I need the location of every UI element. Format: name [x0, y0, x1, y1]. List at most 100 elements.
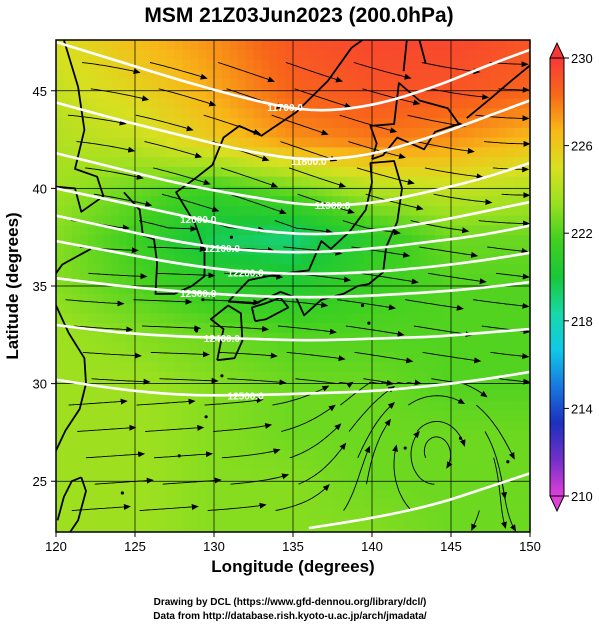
streamline — [356, 167, 415, 185]
heatmap-cell — [229, 371, 239, 383]
heatmap-cell — [514, 88, 523, 100]
heatmap-cell — [166, 186, 176, 197]
heatmap-cell — [451, 440, 460, 451]
heatmap-cell — [300, 49, 310, 61]
heatmap-cell — [150, 225, 160, 236]
heatmap-cell — [269, 166, 278, 178]
heatmap-cell — [387, 420, 397, 432]
heatmap-cell — [482, 489, 492, 500]
heatmap-cell — [119, 469, 128, 480]
heatmap-cell — [379, 371, 389, 383]
heatmap-cell — [63, 410, 73, 422]
heatmap-cell — [142, 274, 152, 285]
heatmap-cell — [458, 166, 468, 178]
heatmap-cell — [285, 205, 294, 217]
heatmap-cell — [174, 108, 183, 119]
heatmap-cell — [498, 274, 507, 285]
heatmap-cell — [427, 49, 436, 61]
heatmap-cell — [411, 157, 420, 168]
heatmap-cell — [340, 127, 349, 139]
heatmap-cell — [356, 469, 365, 480]
heatmap-cell — [150, 69, 160, 80]
heatmap-cell — [269, 59, 278, 70]
heatmap-cell — [411, 245, 420, 256]
heatmap-cell — [95, 508, 104, 519]
heatmap-cell — [443, 489, 452, 500]
heatmap-cell — [348, 352, 357, 363]
heatmap-cell — [324, 166, 334, 178]
heatmap-cell — [435, 440, 444, 451]
heatmap-cell — [364, 215, 373, 227]
heatmap-cell — [474, 420, 484, 432]
heatmap-cell — [340, 176, 349, 188]
heatmap-cell — [332, 498, 341, 510]
heatmap-cell — [158, 293, 168, 305]
heatmap-cell — [348, 440, 357, 451]
heatmap-cell — [458, 323, 468, 334]
heatmap-cell — [458, 127, 468, 139]
heatmap-cell — [379, 40, 389, 51]
heatmap-cell — [190, 254, 199, 266]
heatmap-cell — [285, 498, 294, 510]
heatmap-cell — [285, 254, 294, 266]
heatmap-cell — [522, 391, 530, 402]
heatmap-cell — [190, 108, 199, 119]
heatmap-cell — [277, 469, 286, 480]
heatmap-cell — [411, 59, 420, 70]
heatmap-cell — [419, 450, 428, 461]
heatmap-cell — [135, 225, 144, 236]
heatmap-cell — [379, 205, 389, 217]
heatmap-cell — [261, 323, 270, 334]
heatmap-cell — [237, 479, 247, 490]
heatmap-cell — [103, 40, 112, 51]
heatmap-cell — [269, 489, 278, 500]
heatmap-cell — [174, 215, 183, 227]
heatmap-cell — [451, 157, 460, 168]
heatmap-cell — [221, 323, 231, 334]
heatmap-cell — [419, 430, 428, 441]
heatmap-cell — [490, 410, 499, 422]
heatmap-cell — [277, 108, 286, 119]
heatmap-cell — [158, 49, 168, 61]
heatmap-cell — [364, 508, 373, 519]
heatmap-cell — [340, 59, 349, 70]
heatmap-cell — [206, 108, 215, 119]
heatmap-cell — [71, 450, 81, 461]
heatmap-cell — [87, 498, 97, 510]
heatmap-cell — [514, 459, 523, 471]
heatmap-cell — [261, 342, 270, 353]
heatmap-cell — [474, 313, 484, 324]
heatmap-cell — [427, 323, 436, 334]
heatmap-cell — [364, 235, 373, 246]
heatmap-cell — [451, 186, 460, 197]
heatmap-cell — [474, 274, 484, 285]
heatmap-cell — [261, 40, 270, 51]
heatmap-cell — [482, 303, 492, 314]
heatmap-cell — [214, 69, 223, 80]
heatmap-cell — [403, 284, 413, 295]
heatmap-cell — [277, 332, 286, 344]
heatmap-cell — [79, 303, 89, 314]
heatmap-cell — [308, 381, 318, 393]
heatmap-cell — [498, 118, 507, 129]
heatmap-cell — [498, 108, 507, 119]
heatmap-cell — [451, 489, 460, 500]
heatmap-cell — [182, 430, 191, 441]
heatmap-cell — [79, 254, 89, 266]
heatmap-cell — [498, 254, 507, 266]
heatmap-cell — [182, 186, 191, 197]
heatmap-cell — [119, 293, 128, 305]
heatmap-cell — [277, 127, 286, 139]
heatmap-cell — [308, 371, 318, 383]
heatmap-cell — [142, 391, 152, 402]
heatmap-cell — [135, 157, 144, 168]
heatmap-cell — [206, 79, 215, 90]
heatmap-cell — [387, 235, 397, 246]
heatmap-cell — [435, 371, 444, 383]
heatmap-cell — [411, 489, 420, 500]
heatmap-cell — [166, 391, 176, 402]
height-contour-line — [308, 472, 530, 530]
heatmap-cell — [71, 508, 81, 519]
heatmap-cell — [300, 235, 310, 246]
heatmap-cell — [293, 342, 302, 353]
